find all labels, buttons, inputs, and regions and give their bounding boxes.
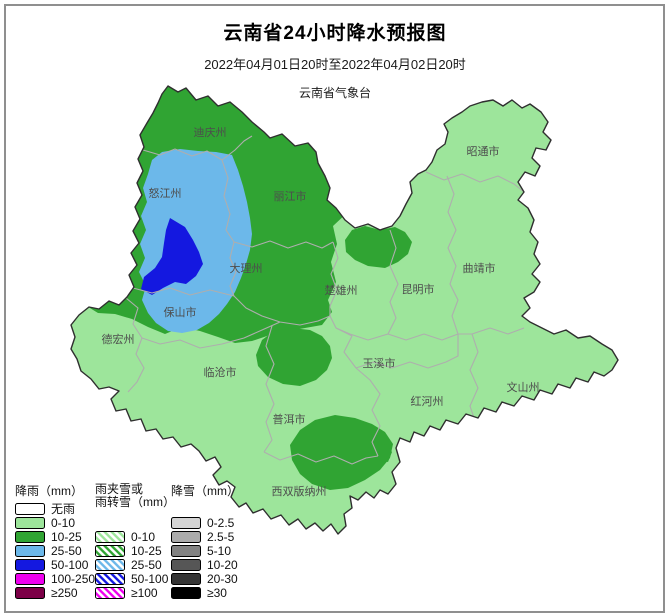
legend-item: 10-25: [95, 545, 168, 557]
label-puer: 普洱市: [273, 412, 306, 426]
swatch-snow-30-plus: [171, 587, 201, 599]
swatch-rain-100-250: [15, 573, 45, 585]
swatch-sleet-10-25: [95, 545, 125, 557]
legend-item-label: 2.5-5: [207, 530, 235, 544]
legend-snow-header: 降雪（mm）: [171, 484, 239, 498]
legend-item: 50-100: [95, 573, 168, 585]
agency-name: 云南省气象台: [298, 86, 371, 100]
legend-item-label: ≥100: [131, 586, 158, 600]
legend-item-label: 0-10: [51, 516, 76, 530]
rain-50-100-core: [141, 218, 203, 295]
swatch-snow-5-10: [171, 545, 201, 557]
legend-item: 0-10: [95, 531, 168, 543]
legend-item-label: 50-100: [131, 572, 169, 586]
legend-item: 2.5-5: [171, 531, 238, 543]
legend-sleet-header: 雨夹雪或 雨转雪（mm）: [95, 482, 175, 509]
legend-item-label: 5-10: [207, 544, 232, 558]
swatch-rain-50-100: [15, 559, 45, 571]
label-dali: 大理州: [230, 261, 263, 275]
swatch-rain-25-50: [15, 545, 45, 557]
swatch-snow-2.5-5: [171, 531, 201, 543]
legend-item: 25-50: [95, 559, 168, 571]
swatch-sleet-50-100: [95, 573, 125, 585]
label-xishuangbanna: 西双版纳州: [272, 484, 327, 498]
legend-item: ≥250: [15, 587, 95, 599]
legend-item: 无雨: [15, 503, 95, 515]
legend-rain-header: 降雨（mm）: [15, 484, 83, 498]
label-chuxiong: 楚雄州: [325, 283, 358, 297]
legend-item: 10-20: [171, 559, 238, 571]
legend-item: 50-100: [15, 559, 95, 571]
page-title: 云南省24小时降水预报图: [223, 23, 447, 44]
legend-item: ≥100: [95, 587, 168, 599]
legend-item-label: 0-2.5: [207, 516, 235, 530]
swatch-sleet-0-10: [95, 531, 125, 543]
label-lijiang: 丽江市: [274, 189, 307, 203]
label-kunming: 昆明市: [402, 282, 435, 296]
label-dehong: 德宏州: [102, 332, 135, 346]
legend-item: 25-50: [15, 545, 95, 557]
legend-item-label: 0-10: [131, 530, 156, 544]
forecast-period: 2022年04月01日20时至2022年04月02日20时: [204, 57, 466, 72]
label-zhaotong: 昭通市: [467, 144, 500, 158]
swatch-sleet-25-50: [95, 559, 125, 571]
swatch-rain-250-plus: [15, 587, 45, 599]
legend-snow: 0-2.5 2.5-5 5-10 10-20 20-30 ≥30: [171, 517, 238, 601]
legend-item: ≥30: [171, 587, 238, 599]
rain-10-25-blob-south-puer: [290, 415, 393, 490]
legend-item: 5-10: [171, 545, 238, 557]
legend-item: 0-2.5: [171, 517, 238, 529]
swatch-snow-0-2.5: [171, 517, 201, 529]
legend-item-label: ≥30: [207, 586, 227, 600]
label-yuxi: 玉溪市: [363, 356, 396, 370]
legend-item-label: 10-20: [207, 558, 238, 572]
legend-rain: 无雨 0-10 10-25 25-50 50-100 100-250 ≥250: [15, 503, 95, 601]
legend-item: 100-250: [15, 573, 95, 585]
legend-item: 0-10: [15, 517, 95, 529]
rain-10-25-blob-north-puer: [256, 328, 332, 386]
swatch-snow-20-30: [171, 573, 201, 585]
rain-10-25-spot-honghe: [374, 444, 392, 462]
swatch-sleet-100-plus: [95, 587, 125, 599]
district-boundaries: [125, 135, 525, 465]
legend-item-label: 无雨: [51, 502, 76, 516]
label-lincang: 临沧市: [204, 365, 237, 379]
swatch-snow-10-20: [171, 559, 201, 571]
legend-item: 20-30: [171, 573, 238, 585]
legend-item-label: 10-25: [131, 544, 162, 558]
legend-sleet: 0-10 10-25 25-50 50-100: [95, 531, 168, 601]
label-qujing: 曲靖市: [463, 261, 496, 275]
label-honghe: 红河州: [411, 395, 444, 408]
label-diqing: 迪庆州: [194, 125, 227, 139]
legend-item-label: 25-50: [131, 558, 162, 572]
legend-item-label: ≥250: [51, 586, 78, 600]
swatch-rain-0-10: [15, 517, 45, 529]
region-labels: 迪庆州 怒江州 丽江市 大理州 保山市 德宏州 临沧市 楚雄州 昆明市 曲靖市 …: [102, 125, 540, 498]
legend-item-label: 10-25: [51, 530, 82, 544]
swatch-rain-none: [15, 503, 45, 515]
rain-10-25-blob-central: [345, 226, 412, 268]
legend-item-label: 100-250: [51, 572, 96, 586]
legend-item-label: 25-50: [51, 544, 82, 558]
legend-item: 10-25: [15, 531, 95, 543]
swatch-rain-10-25: [15, 531, 45, 543]
label-nujiang: 怒江州: [149, 186, 182, 200]
legend-item-label: 20-30: [207, 572, 238, 586]
label-wenshan: 文山州: [507, 380, 540, 394]
label-baoshan: 保山市: [164, 305, 197, 319]
legend-item-label: 50-100: [51, 558, 89, 572]
